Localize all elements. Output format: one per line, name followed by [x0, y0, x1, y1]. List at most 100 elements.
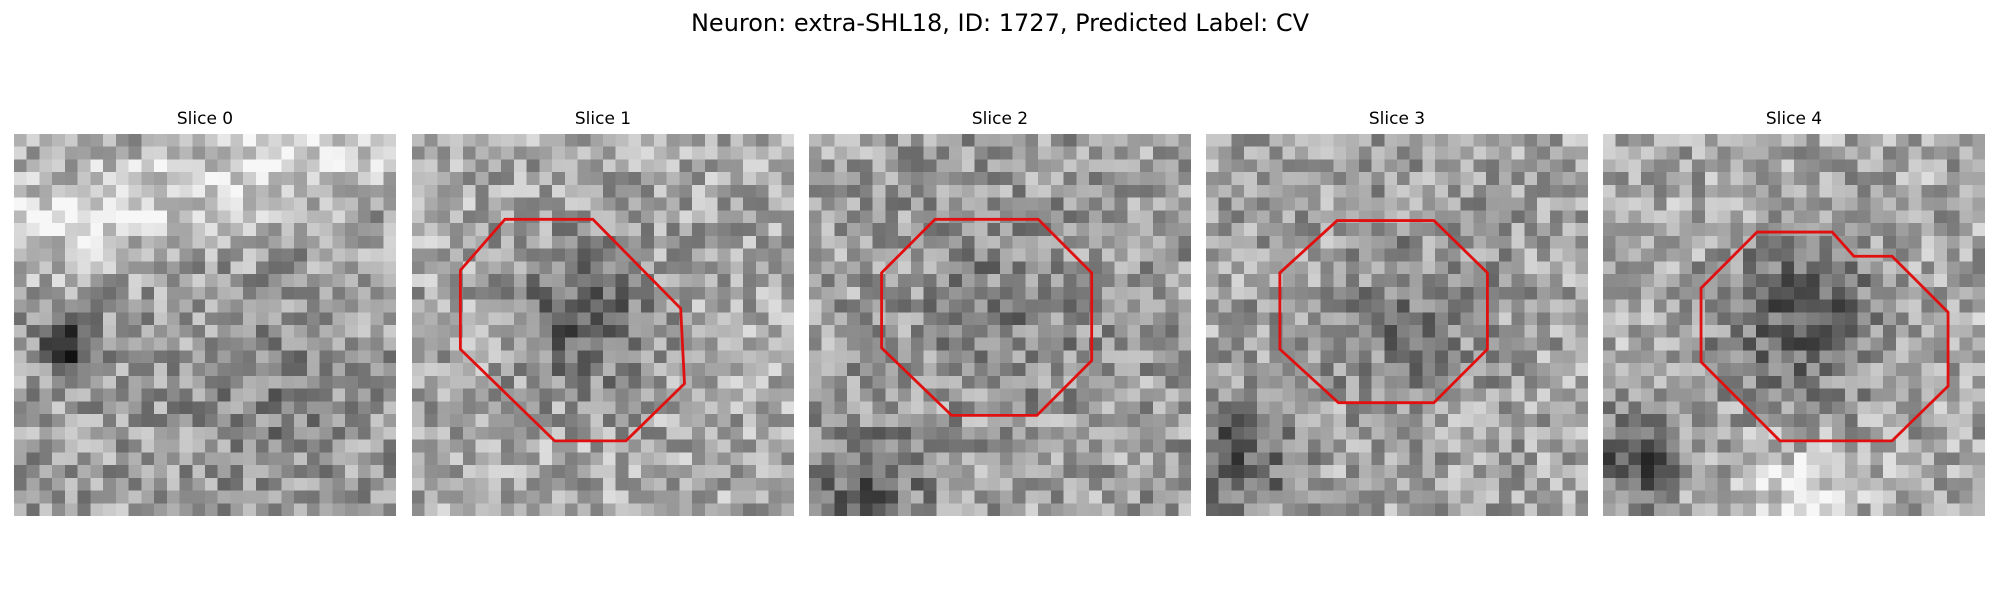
pixel	[294, 210, 308, 224]
pixel	[475, 184, 489, 198]
pixel	[332, 337, 346, 351]
pixel	[437, 146, 451, 160]
pixel	[1641, 375, 1655, 389]
pixel	[641, 312, 655, 326]
pixel	[1486, 146, 1500, 160]
pixel	[872, 350, 886, 364]
pixel	[1050, 261, 1064, 275]
pixel	[590, 350, 604, 364]
pixel	[809, 197, 822, 211]
pixel	[14, 223, 27, 237]
pixel	[704, 337, 718, 351]
pixel	[1730, 210, 1744, 224]
pixel	[1012, 134, 1026, 147]
pixel	[1295, 159, 1309, 173]
pixel	[281, 299, 295, 313]
pixel	[628, 286, 642, 300]
pixel	[1320, 210, 1334, 224]
pixel	[1089, 414, 1103, 428]
pixel	[1832, 210, 1846, 224]
pixel	[743, 223, 757, 237]
pixel	[768, 388, 782, 402]
pixel	[166, 286, 180, 300]
pixel	[501, 286, 515, 300]
pixel	[1000, 248, 1013, 262]
pixel	[192, 337, 206, 351]
pixel	[281, 261, 295, 275]
pixel	[1140, 490, 1154, 504]
pixel	[141, 401, 155, 415]
pixel	[1832, 465, 1846, 479]
pixel	[513, 465, 527, 479]
pixel	[179, 477, 193, 491]
pixel	[885, 490, 899, 504]
pixel	[1435, 197, 1449, 211]
pixel	[1972, 490, 1985, 504]
pixel	[552, 312, 566, 326]
pixel	[1307, 223, 1321, 237]
pixel	[1603, 248, 1616, 262]
pixel	[345, 172, 359, 186]
pixel	[1025, 210, 1039, 224]
pixel	[243, 184, 257, 198]
pixel	[1114, 274, 1128, 288]
pixel	[1256, 452, 1270, 466]
pixel	[834, 452, 848, 466]
pixel	[615, 503, 629, 516]
pixel	[666, 223, 680, 237]
pixel	[306, 426, 320, 440]
pixel	[1628, 235, 1642, 249]
pixel	[128, 477, 142, 491]
pixel	[513, 248, 527, 262]
pixel	[115, 248, 129, 262]
pixel	[192, 210, 206, 224]
pixel	[1127, 172, 1141, 186]
pixel	[128, 134, 142, 147]
pixel	[1781, 375, 1795, 389]
pixel	[1256, 134, 1270, 147]
pixel	[1768, 223, 1782, 237]
pixel	[1435, 375, 1449, 389]
pixel	[628, 184, 642, 198]
pixel	[923, 134, 937, 147]
pixel	[679, 223, 693, 237]
pixel	[1231, 414, 1245, 428]
pixel	[898, 286, 912, 300]
pixel	[1050, 477, 1064, 491]
pixel	[1511, 184, 1525, 198]
pixel	[166, 197, 180, 211]
pixel	[1114, 477, 1128, 491]
pixel	[1384, 134, 1398, 147]
pixel	[1794, 337, 1807, 351]
pixel	[1704, 439, 1718, 453]
pixel	[488, 414, 502, 428]
pixel	[64, 184, 78, 198]
pixel	[1537, 363, 1551, 377]
pixel	[1755, 503, 1769, 516]
pixel	[1537, 223, 1551, 237]
pixel	[1959, 426, 1973, 440]
pixel	[345, 210, 359, 224]
pixel	[961, 490, 975, 504]
pixel	[1972, 337, 1985, 351]
pixel	[1282, 223, 1296, 237]
figure-title: Neuron: extra-SHL18, ID: 1727, Predicted…	[690, 9, 1310, 37]
pixel	[1575, 299, 1588, 313]
pixel	[1206, 210, 1219, 224]
pixel	[1511, 490, 1525, 504]
pixel	[1921, 261, 1935, 275]
pixel	[1498, 210, 1512, 224]
pixel	[1076, 503, 1090, 516]
pixel	[319, 159, 333, 173]
pixel	[987, 401, 1001, 415]
pixel	[949, 134, 963, 147]
pixel	[1231, 312, 1245, 326]
pixel	[1934, 312, 1948, 326]
pixel	[1603, 439, 1616, 453]
pixel	[1012, 350, 1026, 364]
pixel	[450, 388, 464, 402]
pixel	[743, 274, 757, 288]
pixel	[1895, 184, 1909, 198]
pixel	[1089, 261, 1103, 275]
pixel	[332, 261, 346, 275]
